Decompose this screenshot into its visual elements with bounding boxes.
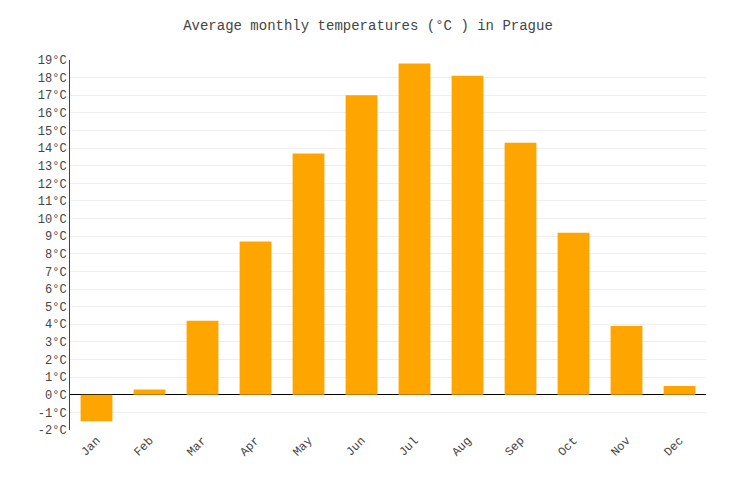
- svg-text:-2°C: -2°C: [38, 424, 67, 438]
- svg-text:14°C: 14°C: [38, 142, 67, 156]
- svg-text:Jan: Jan: [78, 434, 103, 459]
- svg-text:13°C: 13°C: [38, 160, 67, 174]
- svg-text:18°C: 18°C: [38, 72, 67, 86]
- svg-text:17°C: 17°C: [38, 89, 67, 103]
- svg-text:Aug: Aug: [449, 434, 474, 459]
- svg-text:16°C: 16°C: [38, 107, 67, 121]
- svg-text:-1°C: -1°C: [38, 407, 67, 421]
- svg-text:1°C: 1°C: [45, 371, 67, 385]
- svg-text:Jun: Jun: [343, 434, 368, 459]
- svg-text:Dec: Dec: [661, 434, 686, 459]
- svg-text:Nov: Nov: [608, 434, 633, 459]
- svg-text:10°C: 10°C: [38, 213, 67, 227]
- svg-text:19°C: 19°C: [38, 54, 67, 68]
- svg-text:Average monthly temperatures (: Average monthly temperatures (°C ) in Pr…: [183, 18, 553, 34]
- svg-text:5°C: 5°C: [45, 301, 67, 315]
- svg-text:Apr: Apr: [237, 434, 262, 459]
- svg-text:Oct: Oct: [555, 434, 580, 459]
- svg-text:7°C: 7°C: [45, 266, 67, 280]
- svg-text:Jul: Jul: [396, 434, 421, 459]
- svg-text:4°C: 4°C: [45, 318, 67, 332]
- svg-text:6°C: 6°C: [45, 283, 67, 297]
- svg-text:0°C: 0°C: [45, 389, 67, 403]
- svg-text:2°C: 2°C: [45, 354, 67, 368]
- svg-text:11°C: 11°C: [38, 195, 67, 209]
- svg-text:8°C: 8°C: [45, 248, 67, 262]
- svg-text:Feb: Feb: [131, 434, 156, 459]
- svg-text:9°C: 9°C: [45, 230, 67, 244]
- svg-text:May: May: [290, 434, 315, 459]
- svg-text:12°C: 12°C: [38, 178, 67, 192]
- svg-text:3°C: 3°C: [45, 336, 67, 350]
- svg-text:Sep: Sep: [502, 434, 527, 459]
- svg-text:Mar: Mar: [184, 434, 209, 459]
- svg-text:15°C: 15°C: [38, 125, 67, 139]
